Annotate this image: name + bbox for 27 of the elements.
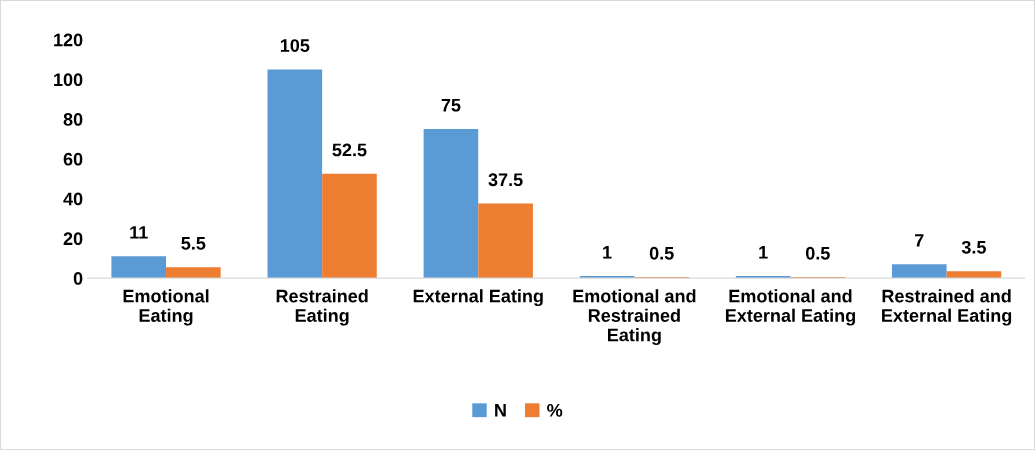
x-tick-label: Restrained and External Eating — [882, 289, 1012, 326]
data-label: 0.5 — [649, 246, 674, 260]
x-tick-label: Emotional Eating — [123, 289, 209, 326]
data-label: 75 — [441, 98, 461, 112]
data-label: 105 — [280, 39, 310, 52]
x-tick-label: Emotional and Restrained Eating — [573, 289, 696, 346]
data-label: 3.5 — [961, 240, 986, 254]
y-tick-label: 40 — [63, 192, 83, 206]
y-tick-label: 80 — [63, 113, 83, 126]
data-label: 11 — [130, 226, 148, 239]
legend-label: % — [547, 403, 563, 417]
data-label: 7 — [915, 234, 924, 247]
data-label: 0.5 — [805, 246, 830, 260]
y-tick-label: 120 — [54, 33, 83, 47]
data-label: 37.5 — [488, 173, 523, 187]
data-label: 5.5 — [181, 237, 206, 250]
x-tick-label: Emotional and External Eating — [725, 289, 855, 326]
legend-label: N — [495, 404, 506, 417]
data-label: 52.5 — [332, 143, 367, 157]
y-tick-label: 0 — [73, 272, 83, 285]
x-tick-label: Restrained Eating — [276, 289, 368, 326]
x-tick-label: External Eating — [413, 289, 543, 307]
y-tick-label: 100 — [54, 73, 83, 87]
data-label: 1 — [759, 246, 768, 259]
y-tick-label: 20 — [63, 232, 83, 246]
y-tick-label: 60 — [63, 152, 83, 166]
data-label: 1 — [603, 246, 612, 259]
